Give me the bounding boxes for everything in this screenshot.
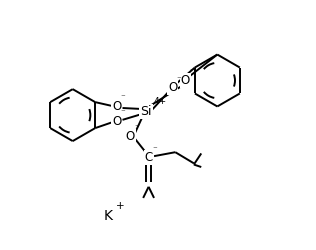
Text: O: O [181, 74, 190, 87]
Text: 4+: 4+ [154, 97, 167, 106]
Text: O: O [168, 81, 178, 94]
Text: ⁻: ⁻ [152, 145, 157, 154]
Text: +: + [116, 201, 125, 211]
Text: C: C [144, 151, 153, 164]
Text: O: O [112, 100, 121, 112]
Text: ⁻: ⁻ [177, 75, 182, 84]
Text: Si: Si [140, 105, 152, 118]
Text: K: K [104, 210, 113, 224]
Text: ⁻: ⁻ [120, 108, 125, 118]
Text: ⁻: ⁻ [189, 68, 194, 77]
Text: ⁻: ⁻ [134, 124, 139, 133]
Text: O: O [112, 114, 121, 128]
Text: O: O [126, 130, 135, 142]
Text: ⁻: ⁻ [120, 94, 125, 102]
